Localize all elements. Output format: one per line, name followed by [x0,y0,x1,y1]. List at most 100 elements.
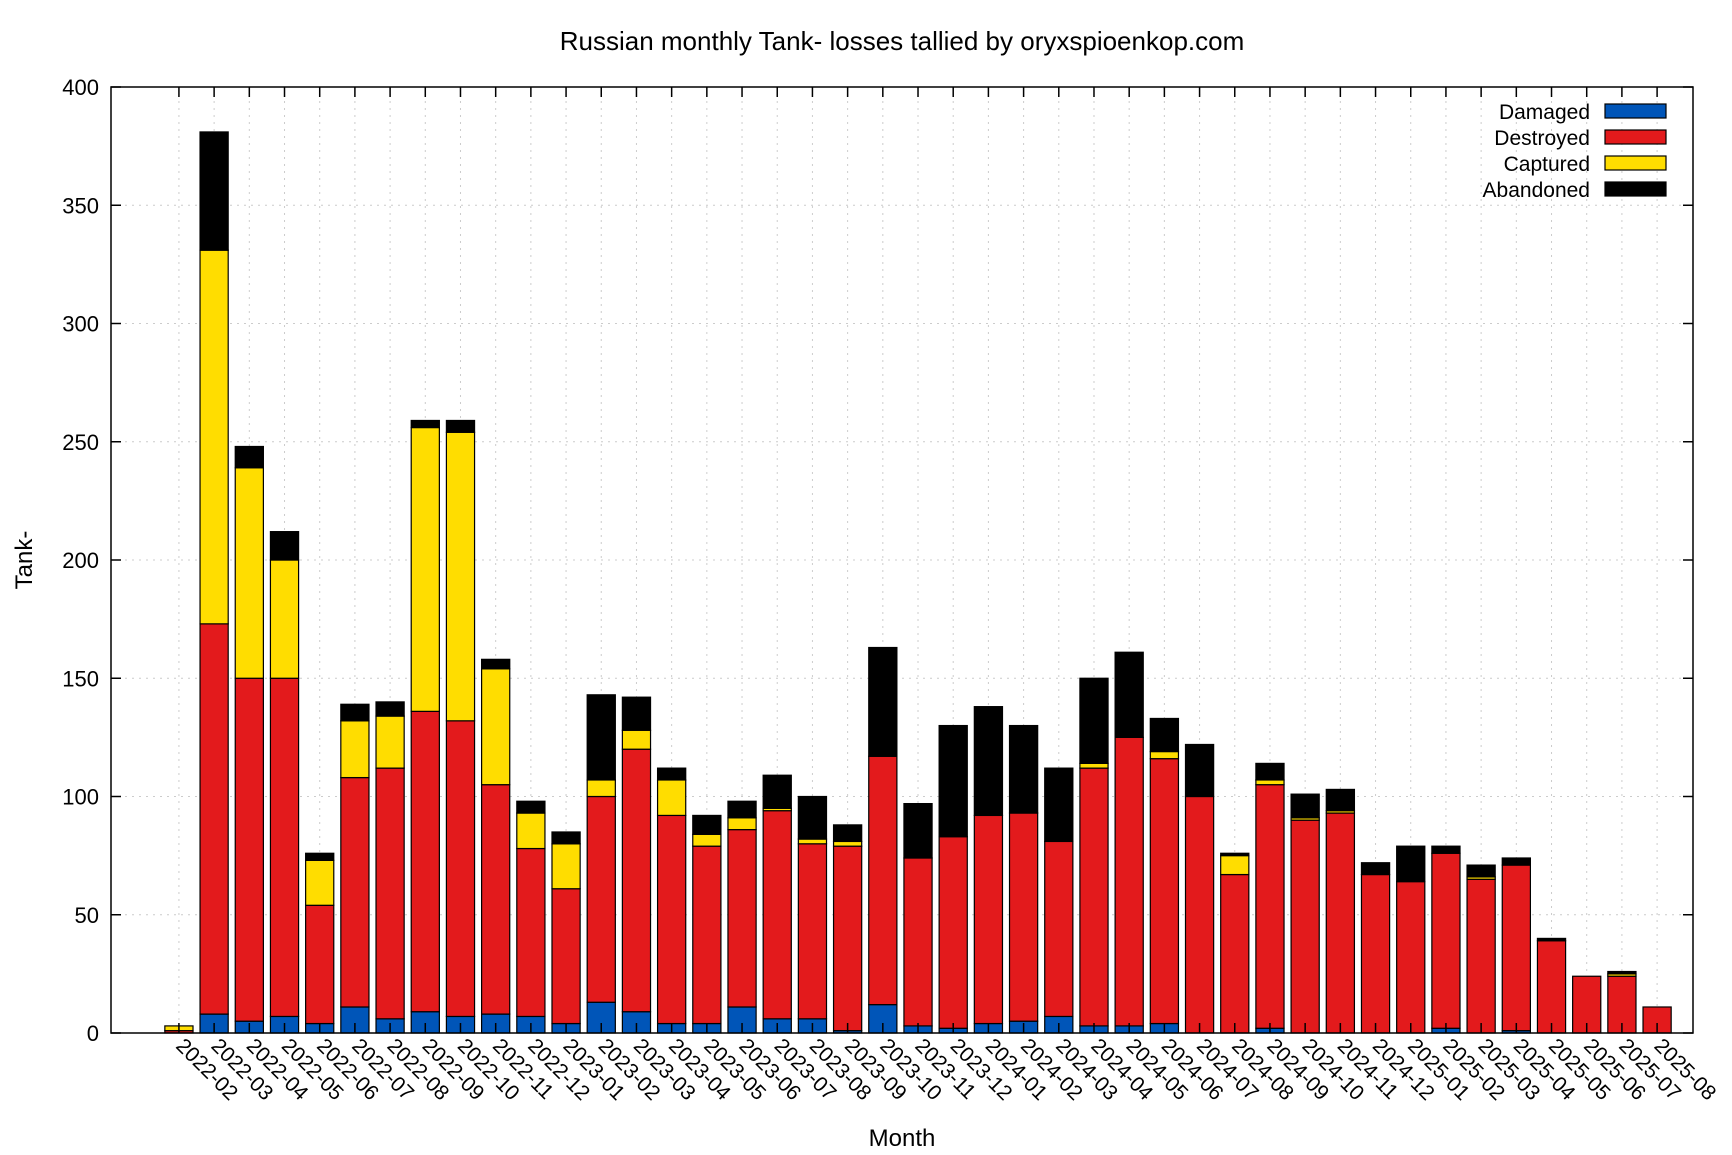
bar-segment-captured [1079,762,1109,769]
bar-segment-destroyed [199,623,229,1015]
bar-segment-abandoned [340,703,370,722]
y-tick-label: 400 [62,75,99,100]
bar-segment-abandoned [1290,793,1320,819]
y-axis-label: Tank- [11,531,38,590]
bar-segment-destroyed [1044,840,1074,1018]
legend-swatch-damaged [1604,103,1667,119]
bar-segment-abandoned [762,774,792,809]
bar-segment-captured [516,812,546,850]
bar-segment-captured [480,668,511,786]
bar-segment-abandoned [1396,845,1426,883]
bar-segment-abandoned [1431,845,1461,854]
bar-segment-destroyed [621,748,652,1013]
bar-segment-destroyed [1466,878,1496,1034]
bar-segment-destroyed [1396,881,1426,1034]
bar-segment-destroyed [938,836,968,1029]
bar-segment-abandoned [938,724,968,838]
bar-segment-abandoned [1501,857,1532,866]
bar-segment-destroyed [480,784,511,1015]
bar-segment-abandoned [1220,852,1250,857]
bar-segment-destroyed [1149,758,1180,1025]
bar-segment-abandoned [234,445,264,469]
bar-segment-abandoned [480,658,511,670]
bar-segment-destroyed [727,829,757,1008]
bar-segment-destroyed [1114,736,1144,1027]
bar-segment-abandoned [269,531,300,561]
bar-segment-captured [586,779,616,798]
bar-segment-destroyed [551,888,581,1025]
bar-segment-abandoned [797,795,828,840]
bar-segment-captured [234,467,264,679]
y-ticks: 0 50 100 150 200 250 300 350 400 [62,75,1693,1046]
bar-segment-destroyed [305,904,335,1025]
y-tick-label: 150 [62,666,99,691]
bar-segment-captured [1220,855,1250,876]
bar-segment-abandoned [1079,677,1109,764]
bar-segment-destroyed [797,843,828,1020]
legend-label: Damaged [1499,101,1590,124]
bar-segment-captured [797,838,828,845]
bar-segment-captured [199,249,229,625]
bar-segment-abandoned [1466,864,1496,878]
bar-segment-captured [621,729,652,750]
bar-segment-abandoned [1114,651,1144,738]
bars [164,131,1672,1034]
bar-segment-abandoned [375,701,405,717]
bar-segment-abandoned [516,800,546,814]
bar-segment-destroyed [410,710,440,1013]
bar-segment-destroyed [1431,852,1461,1029]
bar-segment-destroyed [656,814,687,1025]
bar-segment-captured [410,426,440,712]
x-axis-label: Month [869,1125,936,1152]
bar-segment-destroyed [1325,812,1356,1034]
bar-segment-abandoned [1607,970,1637,975]
bar-segment-destroyed [375,767,405,1020]
y-tick-label: 350 [62,193,99,218]
bar-segment-captured [692,833,722,847]
bar-segment-destroyed [832,845,863,1032]
bar-segment-destroyed [1501,864,1532,1032]
bar-segment-destroyed [692,845,722,1025]
bar-segment-captured [375,715,405,769]
bar-segment-abandoned [410,419,440,429]
bar-segment-abandoned [1149,717,1180,753]
bar-segment-captured [656,779,687,817]
chart-title: Russian monthly Tank- losses tallied by … [560,26,1245,56]
bar-segment-abandoned [1325,788,1356,812]
bar-segment-captured [340,720,370,779]
bar-segment-abandoned [1536,937,1567,942]
legend-label: Destroyed [1494,127,1590,150]
bar-segment-destroyed [586,795,616,1003]
bar-segment-destroyed [1220,873,1250,1034]
bar-segment-destroyed [868,755,898,1006]
bar-segment-abandoned [621,696,652,731]
bar-segment-destroyed [516,847,546,1018]
y-tick-label: 0 [87,1021,99,1046]
legend-swatch-captured [1604,155,1667,171]
bar-segment-abandoned [1184,743,1215,798]
bar-segment-captured [1255,779,1285,786]
bar-segment-destroyed [340,776,370,1008]
grid [111,87,1693,1033]
bar-segment-abandoned [1008,724,1039,814]
legend-label: Captured [1504,153,1590,176]
bar-segment-destroyed [1360,873,1391,1034]
bar-segment-destroyed [1184,795,1215,1034]
bar-segment-captured [305,859,335,906]
legend-swatch-destroyed [1604,129,1667,145]
y-tick-label: 300 [62,312,99,337]
bar-segment-abandoned [727,800,757,819]
bar-segment-destroyed [762,810,792,1020]
y-tick-label: 200 [62,548,99,573]
bar-segment-captured [551,843,581,890]
legend-label: Abandoned [1483,179,1590,202]
bar-segment-captured [832,840,863,847]
bar-segment-abandoned [305,852,335,861]
bar-segment-destroyed [903,857,933,1027]
bar-segment-abandoned [832,824,863,843]
legend-swatch-abandoned [1604,181,1667,197]
bar-segment-abandoned [973,706,1004,817]
bar-segment-abandoned [1044,767,1074,843]
y-tick-label: 100 [62,785,99,810]
